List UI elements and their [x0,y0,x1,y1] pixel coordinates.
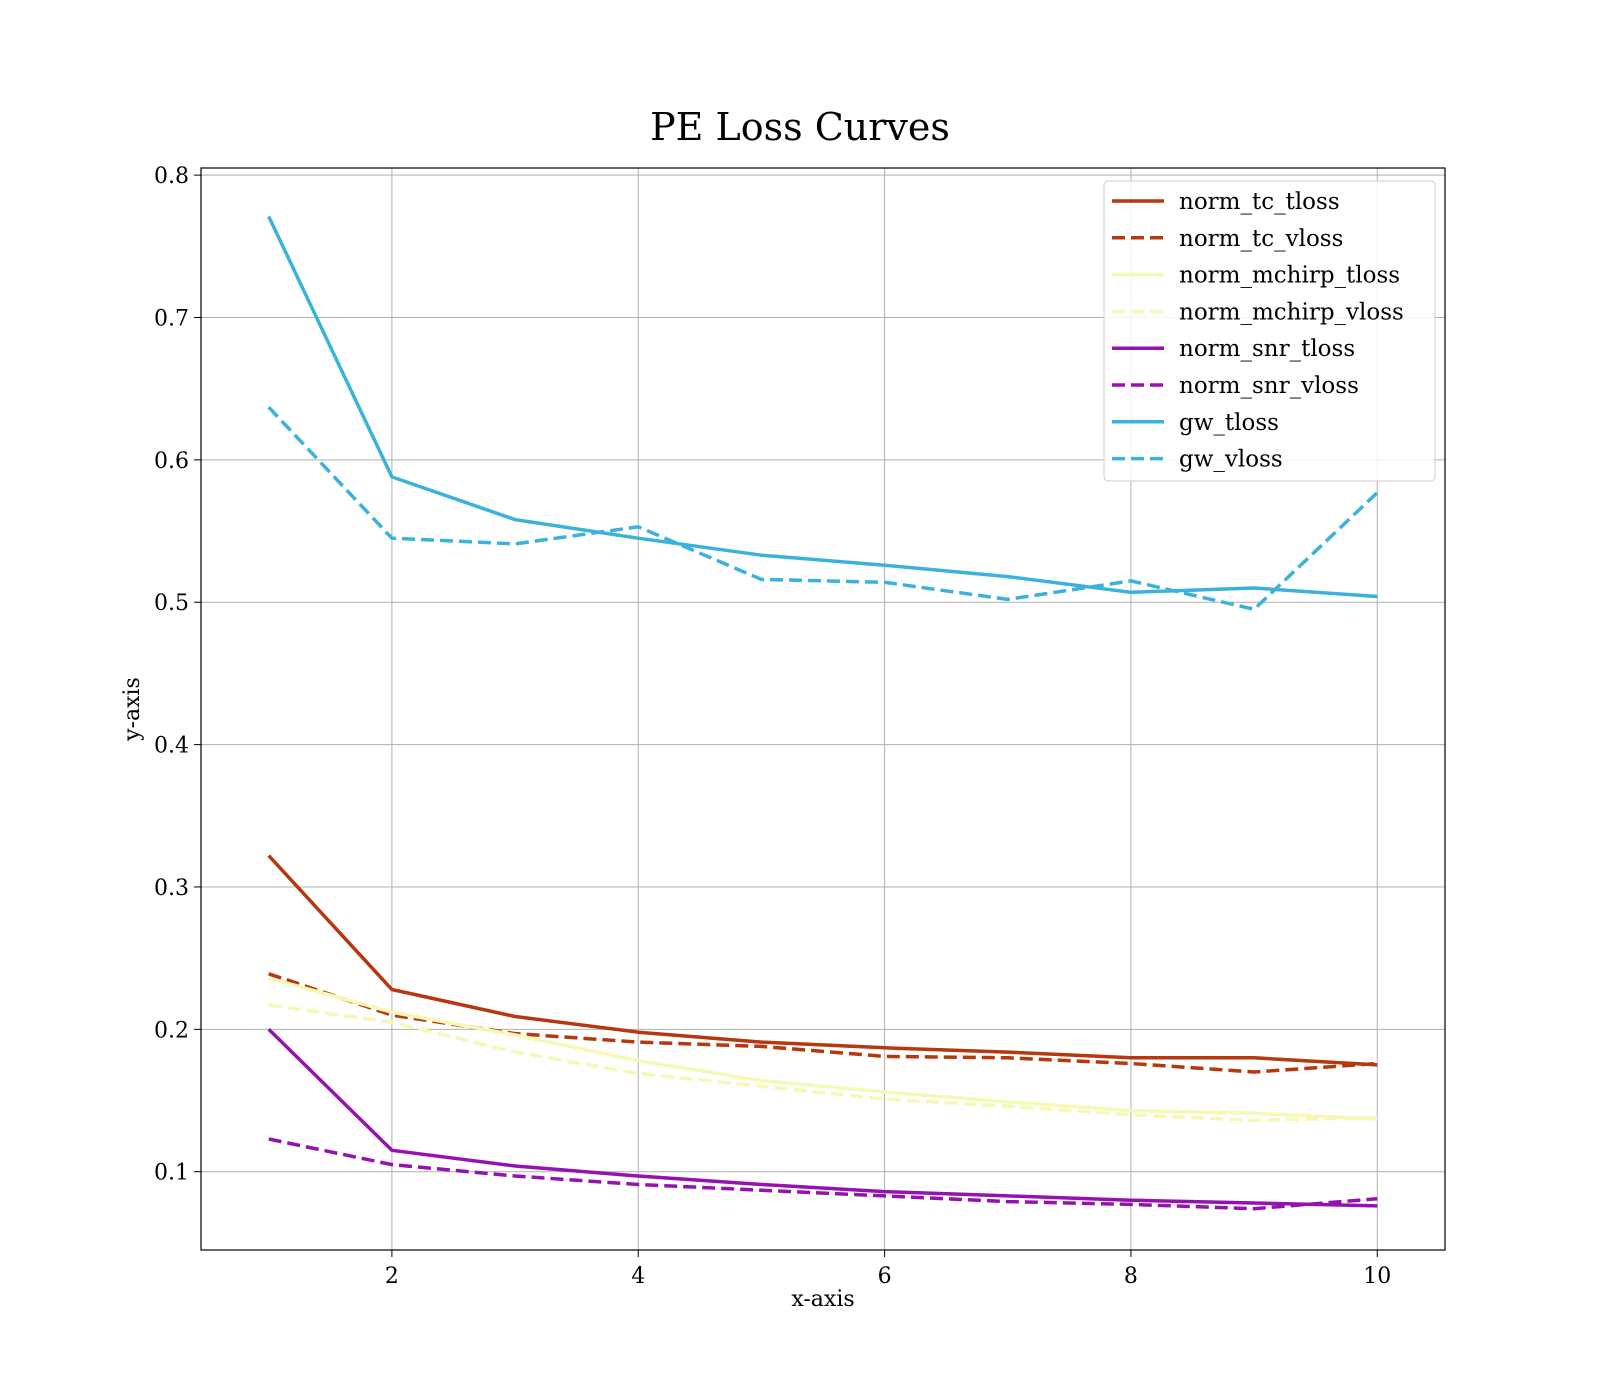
x-tick-label: 8 [1124,1264,1138,1289]
y-tick-label: 0.5 [154,591,189,616]
series-line-norm-mchirp-vloss [268,1003,1378,1123]
legend: norm_tc_tloss norm_tc_vloss norm_mchirp_tl… [1103,180,1436,482]
legend-label: gw_tloss [1179,410,1279,436]
legend-label: norm_snr_vloss [1179,373,1359,399]
chart-title: PE Loss Curves [650,105,950,149]
legend-label: norm_mchirp_vloss [1179,299,1404,325]
y-tick-label: 0.3 [154,876,189,901]
grid [201,168,1445,1250]
x-tick-label: 10 [1363,1264,1391,1289]
plot-frame [200,167,1446,1251]
y-tick-label: 0.6 [154,449,189,474]
series-line-norm-snr-tloss [267,1028,1378,1208]
legend-label: norm_mchirp_tloss [1179,263,1400,289]
y-tick-label: 0.1 [154,1161,189,1186]
y-axis-label: y-axis [120,677,145,742]
legend-label: gw_vloss [1179,447,1283,473]
axis-ticks: 2 4 6 8 10 0.1 0.2 0.3 0.4 0.5 0.6 0.7 0.8 [154,164,1391,1289]
legend-label: norm_tc_vloss [1179,226,1343,252]
y-tick-label: 0.2 [154,1018,189,1043]
series-line-gw-vloss [267,406,1379,612]
y-tick-label: 0.4 [154,734,189,759]
y-tick-label: 0.8 [154,164,189,189]
legend-label: norm_snr_tloss [1179,336,1355,362]
legend-box [1103,180,1436,482]
series-line-norm-tc-tloss [267,854,1378,1067]
x-axis-label: x-axis [791,1287,854,1312]
legend-label: norm_tc_tloss [1179,189,1340,215]
series-line-gw-tloss [267,215,1378,599]
x-tick-label: 6 [878,1264,892,1289]
series-lines [267,215,1379,1211]
x-tick-label: 4 [631,1264,645,1289]
series-line-norm-mchirp-tloss [268,976,1378,1121]
x-tick-label: 2 [385,1264,399,1289]
y-tick-label: 0.7 [154,306,189,331]
series-line-norm-snr-vloss [268,1137,1378,1211]
